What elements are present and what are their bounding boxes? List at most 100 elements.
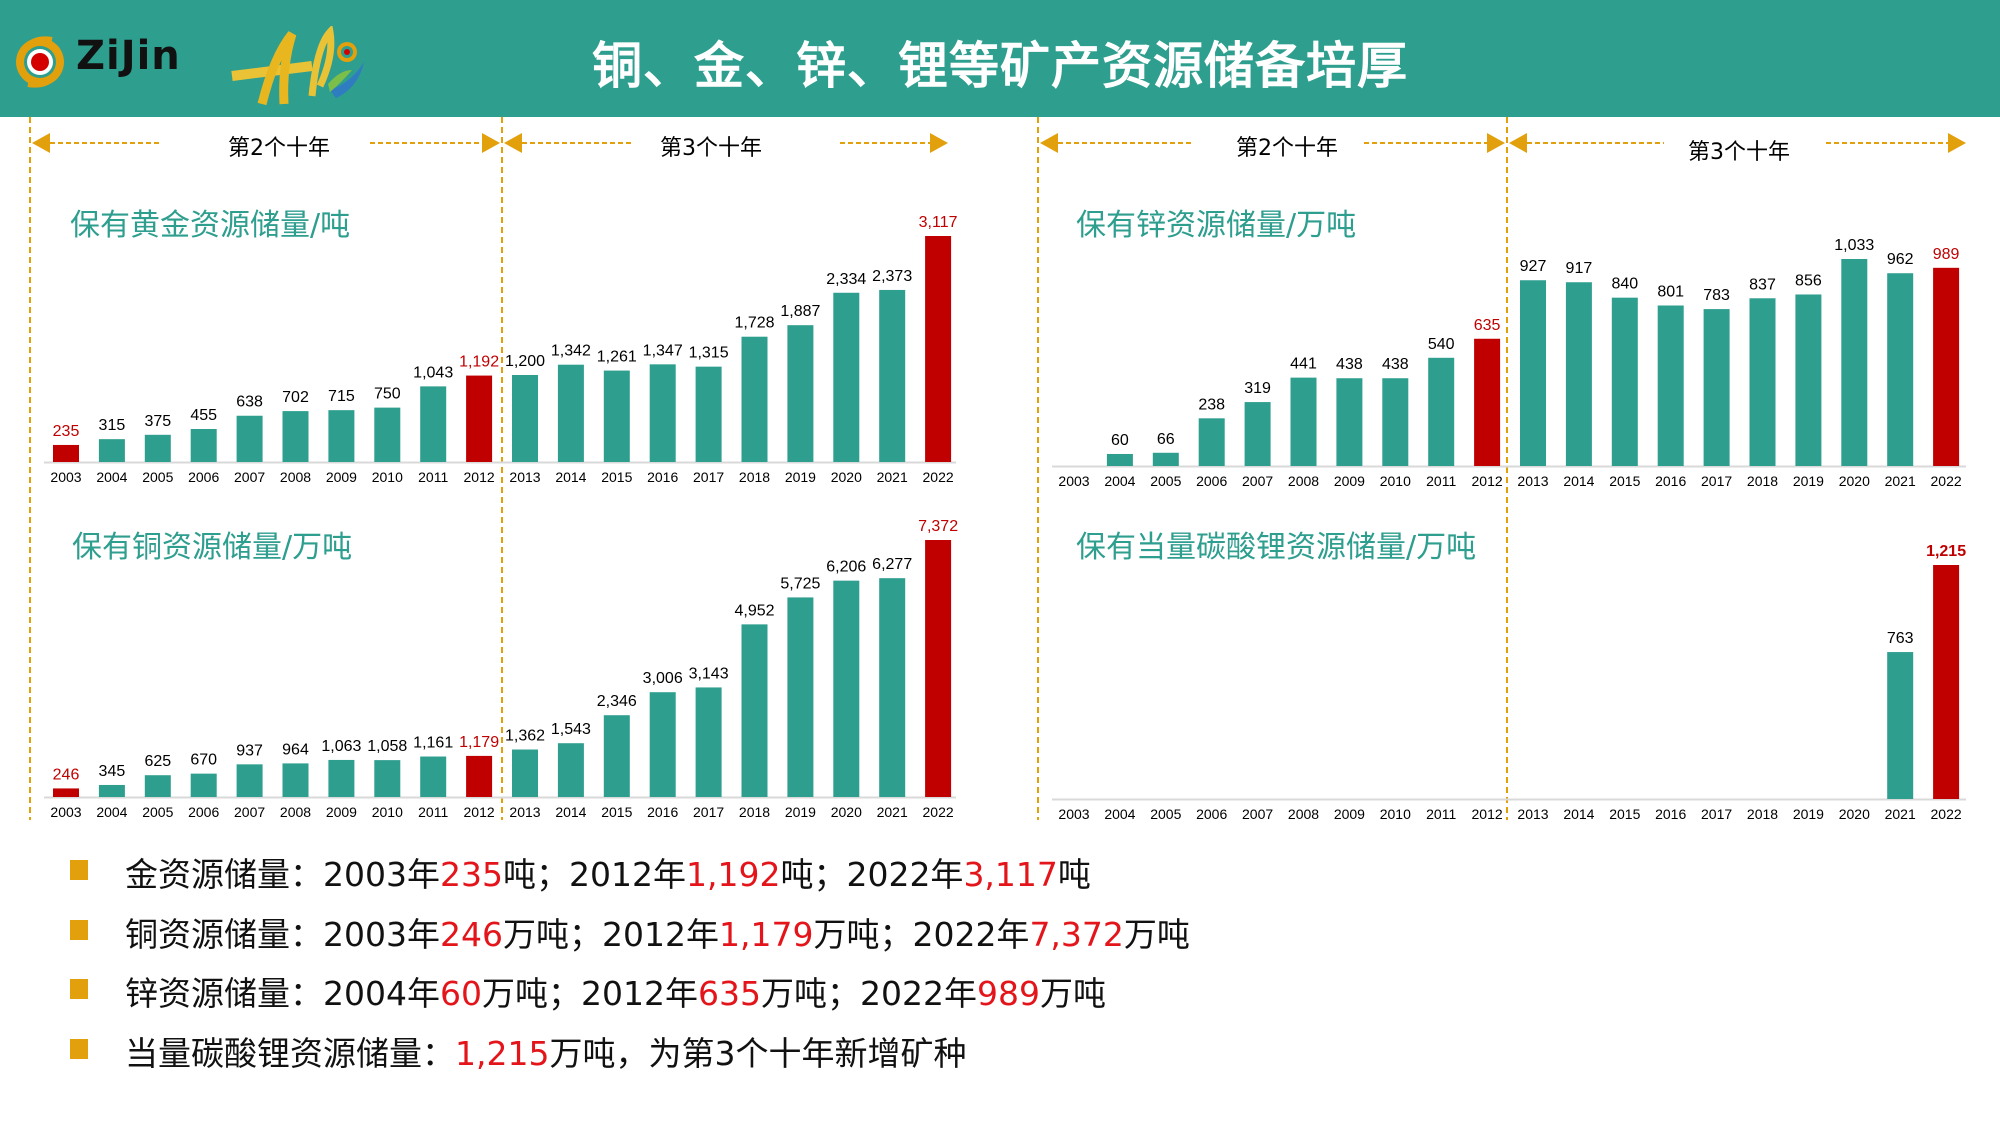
copper-data-label: 964 (282, 741, 309, 758)
zinc-data-label: 441 (1290, 356, 1317, 373)
arrow-right-icon (1487, 133, 1505, 153)
gold-tick-label: 2016 (647, 469, 678, 485)
lithium-tick-label: 2011 (1426, 806, 1456, 822)
gold-tick-label: 2013 (509, 469, 540, 485)
gold-bar (466, 375, 493, 462)
lithium-tick-label: 2005 (1150, 806, 1181, 822)
arrow-left-icon (32, 133, 50, 153)
arrow-left-icon (1509, 133, 1527, 153)
copper-data-label: 1,058 (367, 738, 407, 755)
lithium-tick-label: 2007 (1242, 806, 1273, 822)
copper-data-label: 3,143 (689, 665, 729, 682)
lithium-tick-label: 2004 (1104, 806, 1135, 822)
bullet-square-icon (70, 979, 88, 999)
zinc-tick-label: 2004 (1104, 473, 1135, 489)
copper-chart-title: 保有铜资源储量/万吨 (72, 530, 353, 565)
zinc-tick-label: 2012 (1472, 473, 1503, 489)
gold-tick-label: 2011 (418, 469, 448, 485)
copper-bar (557, 743, 584, 797)
zinc-bar (1795, 294, 1822, 466)
zinc-bar (1749, 298, 1776, 466)
bullet-emphasis: 1,215 (455, 1034, 550, 1073)
lithium-tick-label: 2015 (1609, 806, 1640, 822)
lithium-tick-label: 2003 (1058, 806, 1089, 822)
lithium-tick-label: 2012 (1472, 806, 1503, 822)
lithium-tick-label: 2009 (1334, 806, 1365, 822)
arrow-left-icon (504, 133, 522, 153)
gold-bar (603, 370, 630, 462)
anniversary-logo-icon (231, 26, 364, 106)
copper-bar (466, 755, 493, 797)
zinc-bar (1152, 452, 1179, 466)
copper-data-label: 5,725 (780, 575, 820, 592)
zinc-tick-label: 2014 (1563, 473, 1594, 489)
gold-data-label: 1,200 (505, 353, 545, 370)
zinc-tick-label: 2005 (1150, 473, 1181, 489)
bullet-text-part: 万吨，为第3个十年新增矿种 (549, 1034, 967, 1073)
gold-data-label: 1,342 (551, 343, 591, 360)
zinc-tick-label: 2021 (1885, 473, 1916, 489)
bullet-text-part: 金资源储量：2003年 (125, 855, 440, 894)
lithium-tick-label: 2019 (1793, 806, 1824, 822)
bullet-text-part: 万吨；2012年 (481, 974, 698, 1013)
zinc-tick-label: 2017 (1701, 473, 1732, 489)
gold-tick-label: 2022 (923, 469, 954, 485)
zinc-tick-label: 2008 (1288, 473, 1319, 489)
gold-data-label: 715 (328, 388, 355, 405)
copper-chart: 2003 246 2004 345 2005 625 2006 670 2007 937 2008 9… (44, 518, 958, 820)
gold-tick-label: 2021 (877, 469, 908, 485)
copper-data-label: 937 (236, 742, 263, 759)
gold-bar (282, 411, 309, 462)
gold-tick-label: 2005 (142, 469, 173, 485)
copper-tick-label: 2019 (785, 804, 816, 820)
lithium-tick-label: 2006 (1196, 806, 1227, 822)
lithium-tick-label: 2016 (1655, 806, 1686, 822)
copper-bar (236, 764, 263, 797)
gold-data-label: 235 (53, 423, 80, 440)
zinc-bar (1933, 267, 1960, 466)
gold-bar (98, 439, 125, 462)
zinc-data-label: 238 (1198, 396, 1225, 413)
bullet-text-part: 万吨；2022年 (760, 974, 977, 1013)
zinc-tick-label: 2018 (1747, 473, 1778, 489)
bullet-text-part: 吨；2022年 (780, 855, 964, 894)
right-decade-2-label: 第2个十年 (1236, 136, 1338, 161)
arrow-left-icon (1040, 133, 1058, 153)
left-decade-dividers (29, 117, 1508, 820)
gold-chart: 2003 235 2004 315 2005 375 2006 455 2007 638 2008 7… (44, 214, 958, 485)
gold-tick-label: 2015 (601, 469, 632, 485)
copper-data-label: 1,543 (551, 721, 591, 738)
zinc-bar (1382, 378, 1409, 466)
bullet-emphasis: 1,192 (685, 855, 781, 894)
copper-data-label: 6,277 (872, 556, 912, 573)
gold-tick-label: 2014 (555, 469, 586, 485)
copper-bar (925, 540, 952, 797)
bullet-text-part: 铜资源储量：2003年 (125, 915, 440, 954)
right-decade-3-label: 第3个十年 (1688, 140, 1790, 165)
gold-data-label: 315 (99, 417, 126, 434)
zinc-data-label: 856 (1795, 272, 1822, 289)
zinc-chart: 2003 2004 60 2005 66 2006 238 2007 319 2008 441 200… (1052, 237, 1966, 489)
gold-bar (236, 415, 263, 462)
bullet-emphasis: 235 (439, 855, 503, 894)
lithium-chart: 2003 2004 2005 2006 2007 2008 2009 2010 2011 2012… (1052, 543, 1966, 822)
gold-data-label: 1,315 (689, 345, 729, 362)
zinc-data-label: 60 (1111, 432, 1129, 449)
copper-tick-label: 2004 (96, 804, 127, 820)
gold-data-label: 1,887 (780, 303, 820, 320)
copper-data-label: 670 (190, 752, 217, 769)
copper-data-label: 1,063 (321, 738, 361, 755)
copper-tick-label: 2005 (142, 804, 173, 820)
copper-bar (649, 692, 676, 797)
left-decade-3-label: 第3个十年 (660, 136, 762, 161)
copper-tick-label: 2008 (280, 804, 311, 820)
zinc-data-label: 635 (1474, 317, 1501, 334)
zinc-data-label: 1,033 (1834, 237, 1874, 254)
copper-bar (282, 763, 309, 797)
zinc-bar (1198, 418, 1225, 466)
zinc-data-label: 917 (1566, 260, 1593, 277)
bullet-text-part: 万吨；2022年 (813, 915, 1030, 954)
gold-bar (787, 325, 814, 462)
bullet-emphasis: 246 (439, 915, 503, 954)
zinc-tick-label: 2009 (1334, 473, 1365, 489)
